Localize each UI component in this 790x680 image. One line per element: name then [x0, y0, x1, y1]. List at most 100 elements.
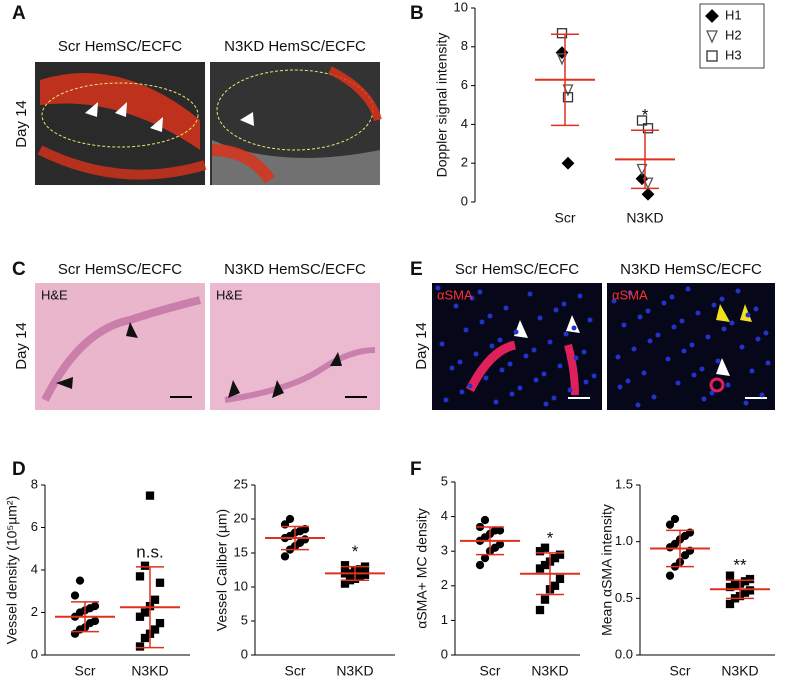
panel-label: A [12, 3, 26, 24]
nucleus [745, 312, 751, 318]
nucleus [435, 285, 441, 291]
point [140, 633, 150, 643]
caption: Scr HemSC/ECFC [58, 38, 182, 55]
legend-label: H1 [725, 7, 742, 22]
nucleus [709, 390, 715, 396]
nucleus [669, 294, 675, 300]
nucleus [647, 338, 653, 344]
nucleus [509, 391, 515, 397]
nucleus [715, 358, 721, 364]
nucleus [583, 379, 589, 385]
nucleus [705, 334, 711, 340]
y-axis-label: Mean αSMA intensity [599, 504, 615, 636]
y-tick-label: 1.0 [615, 533, 633, 548]
nucleus [675, 380, 681, 386]
nucleus [449, 365, 455, 371]
ultrasound-images [35, 62, 382, 185]
caption: Scr HemSC/ECFC [455, 261, 579, 278]
y-tick-label: 2 [31, 604, 38, 619]
nucleus [621, 322, 627, 328]
y-axis-label: Vessel Caliber (µm) [214, 509, 230, 631]
nucleus [591, 373, 597, 379]
nucleus [753, 306, 759, 312]
panel-label: E [410, 259, 423, 280]
histology-images [35, 283, 380, 410]
arrowhead [150, 117, 163, 132]
nucleus [699, 366, 705, 372]
nucleus [611, 298, 617, 304]
nucleus [489, 343, 495, 349]
stain-label: H&E [41, 287, 68, 302]
arrowhead [716, 304, 730, 322]
nucleus [691, 372, 697, 378]
point [705, 9, 719, 23]
point [300, 525, 310, 534]
y-tick-label: 8 [461, 38, 468, 53]
nucleus [617, 384, 623, 390]
point [555, 574, 565, 584]
nucleus [689, 342, 695, 348]
nucleus [487, 313, 493, 319]
point [535, 605, 545, 615]
y-tick-label: 1.5 [615, 476, 633, 491]
point [540, 543, 550, 552]
arrowhead [330, 352, 342, 366]
point [550, 581, 560, 590]
point [285, 514, 295, 524]
day-label: Day 14 [413, 322, 430, 370]
y-axis-label: Doppler signal intensity [434, 33, 450, 178]
day-label: Day 14 [13, 322, 30, 370]
nucleus [701, 396, 707, 402]
nucleus [615, 354, 621, 360]
nucleus [507, 361, 513, 367]
nucleus [627, 290, 633, 296]
nucleus [759, 392, 765, 398]
x-tick-label: Scr [555, 210, 576, 226]
nucleus [763, 330, 769, 336]
point [90, 601, 100, 611]
nucleus [563, 331, 569, 337]
nucleus [561, 301, 567, 307]
point [636, 115, 648, 126]
point [495, 526, 505, 535]
point [150, 625, 160, 634]
y-tick-label: 20 [234, 510, 248, 525]
point [725, 599, 735, 609]
y-tick-label: 4 [441, 508, 448, 523]
point [150, 595, 160, 604]
nucleus [533, 377, 539, 383]
y-tick-label: 10 [454, 0, 468, 14]
panel-label: F [410, 459, 422, 480]
nucleus [679, 318, 685, 324]
legend-label: H3 [725, 47, 742, 62]
point [145, 491, 155, 500]
caption: Scr HemSC/ECFC [58, 261, 182, 278]
arrowhead [240, 112, 254, 126]
point [75, 576, 85, 585]
nucleus [625, 378, 631, 384]
nucleus [499, 367, 505, 373]
point [480, 553, 490, 563]
signal [211, 144, 275, 184]
point [70, 591, 80, 600]
image [210, 283, 380, 410]
nucleus [557, 363, 563, 369]
vessel [41, 296, 201, 402]
nucleus [553, 307, 559, 313]
point [495, 540, 505, 549]
arrowhead [85, 102, 98, 117]
point [561, 156, 575, 170]
nucleus [527, 291, 533, 297]
y-axis-label: αSMA+ MC density [414, 508, 430, 629]
nucleus [719, 296, 725, 302]
point [745, 574, 755, 584]
nucleus [503, 305, 509, 311]
point [670, 514, 680, 524]
nucleus [665, 356, 671, 362]
nucleus [581, 349, 587, 355]
point [480, 515, 490, 525]
y-tick-label: 6 [461, 77, 468, 92]
nucleus [479, 319, 485, 325]
stain-label: H&E [216, 287, 243, 302]
nucleus [457, 359, 463, 365]
